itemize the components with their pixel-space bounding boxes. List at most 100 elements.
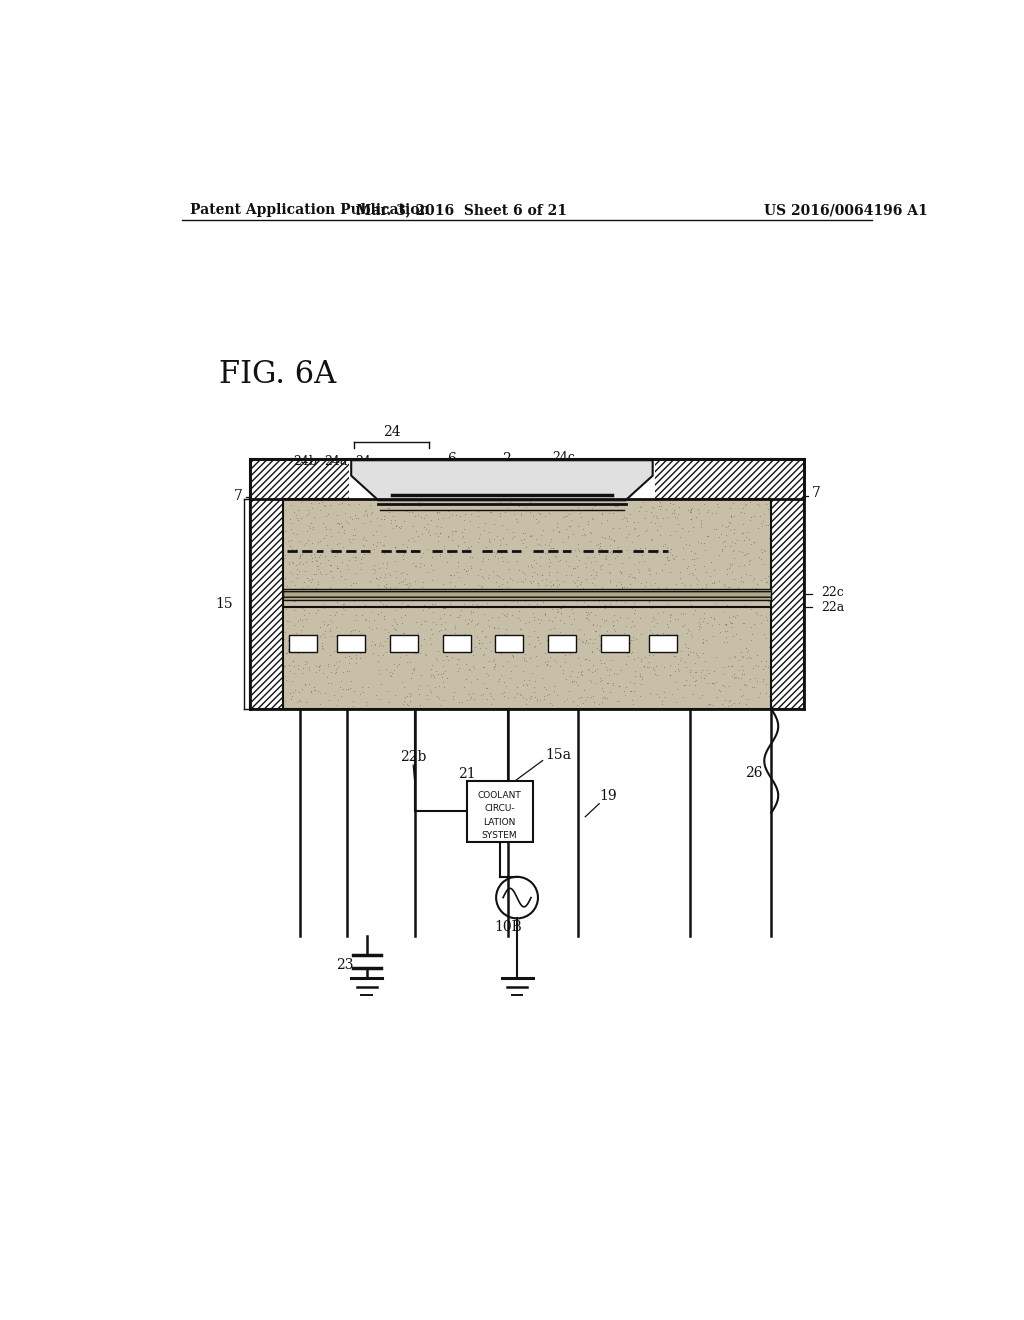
Point <box>499 651 515 672</box>
Point <box>723 579 739 601</box>
Point <box>309 550 326 572</box>
Point <box>772 667 788 688</box>
Point <box>322 619 338 640</box>
Point <box>306 627 323 648</box>
Point <box>541 609 557 630</box>
Point <box>677 574 693 595</box>
Point <box>285 590 301 611</box>
Point <box>515 675 531 696</box>
Point <box>327 545 343 566</box>
Point <box>435 655 452 676</box>
Point <box>684 626 700 647</box>
Point <box>525 636 542 657</box>
Point <box>745 531 762 552</box>
Point <box>341 630 357 651</box>
Point <box>784 597 801 618</box>
Point <box>345 696 361 717</box>
Point <box>580 602 596 623</box>
Point <box>608 495 625 516</box>
Point <box>248 504 264 525</box>
Point <box>288 504 304 525</box>
Point <box>584 498 600 519</box>
Point <box>750 686 766 708</box>
Point <box>276 500 293 521</box>
Point <box>308 603 325 624</box>
Point <box>580 546 596 568</box>
Point <box>537 506 553 527</box>
Point <box>748 668 764 689</box>
Point <box>526 620 543 642</box>
Point <box>361 543 378 564</box>
Point <box>441 543 458 564</box>
Point <box>361 582 378 603</box>
Point <box>423 581 439 602</box>
Point <box>668 609 684 630</box>
Point <box>275 656 292 677</box>
Point <box>330 506 346 527</box>
Point <box>310 573 327 594</box>
Point <box>775 627 792 648</box>
Point <box>456 558 472 579</box>
Point <box>302 492 318 513</box>
Point <box>529 574 546 595</box>
Point <box>366 525 382 546</box>
Point <box>568 576 585 597</box>
Point <box>736 554 753 576</box>
Point <box>592 556 608 577</box>
Point <box>549 684 565 705</box>
Point <box>668 623 684 644</box>
Point <box>511 495 527 516</box>
Point <box>754 541 770 562</box>
Point <box>743 676 760 697</box>
Point <box>751 517 767 539</box>
Point <box>270 573 287 594</box>
Point <box>617 677 634 698</box>
Point <box>568 546 585 568</box>
Point <box>270 694 287 715</box>
Point <box>583 552 599 573</box>
Point <box>642 682 658 704</box>
Point <box>515 660 531 681</box>
Point <box>412 643 428 664</box>
Point <box>418 644 434 665</box>
Point <box>721 589 737 610</box>
Text: 22c: 22c <box>821 586 845 599</box>
Point <box>412 491 428 512</box>
Point <box>394 570 411 591</box>
Point <box>252 536 268 557</box>
Point <box>590 533 606 554</box>
Point <box>630 558 646 579</box>
Point <box>532 609 549 630</box>
Point <box>724 655 740 676</box>
Point <box>445 681 462 702</box>
Point <box>337 647 353 668</box>
Point <box>530 511 547 532</box>
Point <box>504 569 520 590</box>
Point <box>518 675 535 696</box>
Point <box>564 581 581 602</box>
Point <box>627 665 643 686</box>
Point <box>259 549 275 570</box>
Point <box>755 659 771 680</box>
Point <box>324 540 340 561</box>
Point <box>726 667 742 688</box>
Point <box>783 568 800 589</box>
Point <box>601 527 617 548</box>
Point <box>718 626 734 647</box>
Point <box>505 521 521 543</box>
Point <box>785 607 802 628</box>
Point <box>263 684 280 705</box>
Point <box>644 606 660 627</box>
Point <box>345 546 361 568</box>
Point <box>474 656 490 677</box>
Point <box>542 579 558 601</box>
Point <box>395 510 412 531</box>
Point <box>672 561 688 582</box>
Point <box>382 595 398 616</box>
Point <box>423 682 439 704</box>
Point <box>702 607 719 628</box>
Point <box>394 671 411 692</box>
Point <box>293 544 309 565</box>
Point <box>429 515 445 536</box>
Point <box>426 667 442 688</box>
